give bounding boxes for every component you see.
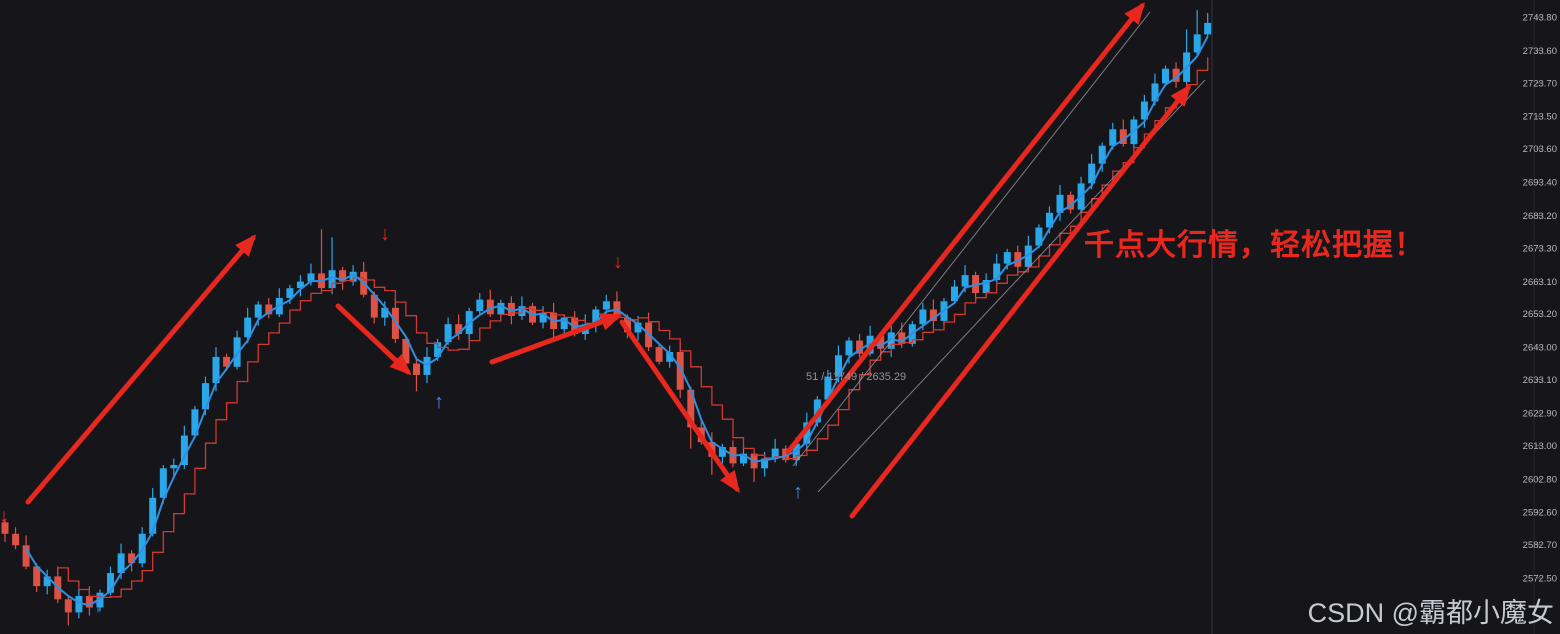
price-axis-label: 2673.30: [1523, 243, 1557, 254]
trend-channel-line[interactable]: [792, 11, 1151, 467]
price-axis-label: 2733.60: [1523, 46, 1557, 57]
price-axis-label: 2643.00: [1523, 343, 1557, 354]
price-axis-label: 2683.20: [1523, 211, 1557, 222]
price-axis[interactable]: 2743.80 2733.60 2723.70 2713.50 2703.60 2693.…: [1523, 13, 1557, 585]
price-axis-label: 2613.00: [1523, 441, 1557, 452]
data-window-label: 51 / 11749 / 2635.29: [806, 371, 907, 383]
buy-signal-arrow-icon: ↑: [793, 481, 803, 503]
trend-arrow[interactable]: [785, 2, 1146, 455]
promo-annotation-text: 千点大行情，轻松把握！: [1084, 229, 1425, 262]
buy-signal-arrow-icon: ↑: [93, 595, 103, 617]
csdn-watermark: CSDN @霸都小魔女: [1307, 598, 1554, 628]
sell-signal-arrow-icon: ↓: [380, 223, 390, 245]
price-axis-label: 2633.10: [1523, 375, 1557, 386]
price-axis-label: 2653.20: [1523, 309, 1557, 320]
slow-ma-step-line: [57, 57, 1209, 599]
fast-ma-line: [25, 36, 1209, 607]
buy-signal-arrow-icon: ↑: [434, 391, 444, 413]
price-axis-label: 2703.60: [1523, 144, 1557, 155]
price-axis-label: 2663.10: [1523, 277, 1557, 288]
price-axis-label: 2723.70: [1523, 78, 1557, 89]
price-axis-label: 2602.80: [1523, 474, 1557, 485]
price-axis-label: 2743.80: [1523, 13, 1557, 24]
trend-arrow[interactable]: [489, 313, 623, 365]
price-axis-label: 2713.50: [1523, 112, 1557, 123]
trend-arrow[interactable]: [335, 303, 412, 376]
trend-arrow[interactable]: [849, 84, 1192, 519]
sell-signal-arrow-icon: ↓: [0, 505, 9, 527]
price-axis-label: 2693.40: [1523, 178, 1557, 189]
trend-arrow[interactable]: [25, 234, 257, 505]
price-axis-label: 2572.50: [1523, 574, 1557, 585]
sell-signal-arrow-icon: ↓: [613, 251, 623, 273]
price-axis-label: 2592.60: [1523, 508, 1557, 519]
price-axis-label: 2622.90: [1523, 408, 1557, 419]
trend-arrow[interactable]: [619, 319, 740, 494]
price-axis-label: 2582.70: [1523, 540, 1557, 551]
